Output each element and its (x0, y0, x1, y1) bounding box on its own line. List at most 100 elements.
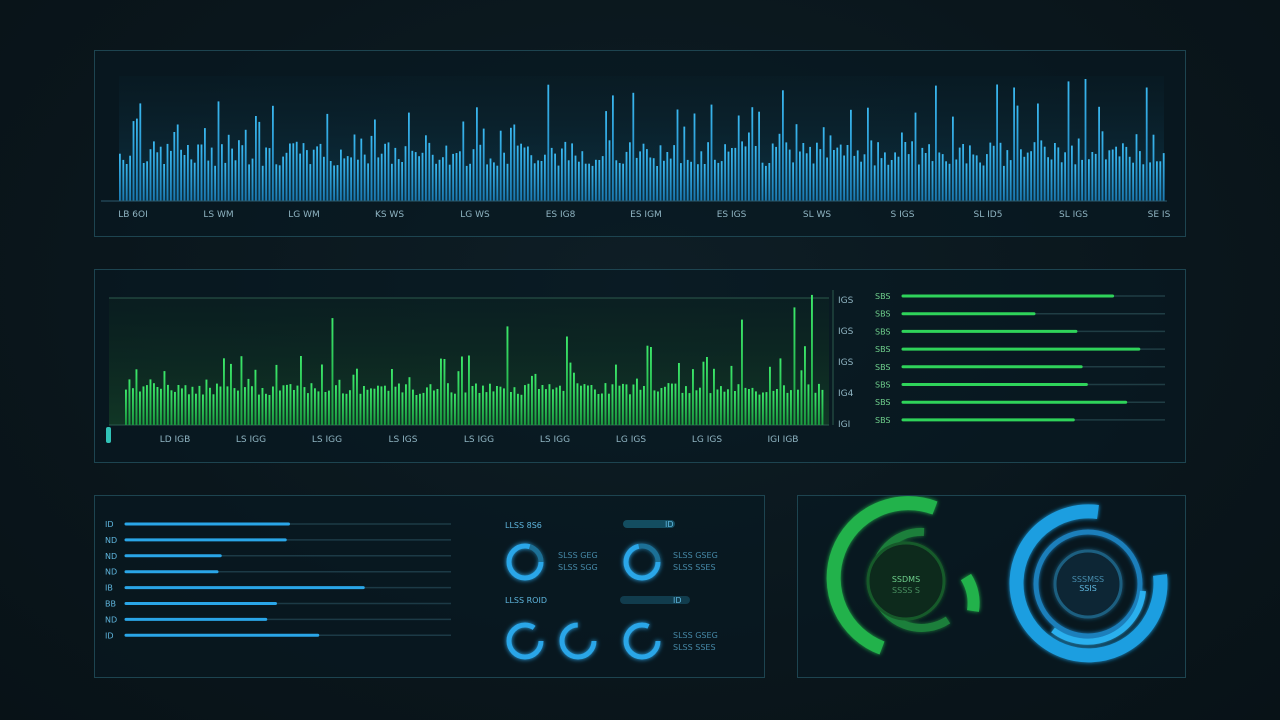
middle-signal-bar (541, 385, 544, 425)
top-spectrum-bar (142, 163, 145, 201)
top-spectrum-bar (863, 154, 866, 201)
middle-signal-bar (597, 394, 600, 425)
top-spectrum-bar (306, 150, 308, 201)
middle-signal-bar (538, 389, 540, 425)
top-spectrum-bar (309, 164, 312, 201)
middle-signal-bar (713, 368, 715, 425)
green-gauge-side-arc (960, 573, 980, 612)
middle-signal-bar (223, 358, 225, 425)
top-spectrum-bar (401, 162, 403, 201)
top-spectrum-bar (700, 151, 703, 201)
middle-signal-bar (482, 385, 484, 425)
middle-x-label: LS IGG (236, 435, 266, 445)
top-spectrum-bar (1149, 162, 1151, 201)
bottom-right-gauges-panel: SSDMS SSSS S SSSMSS SSIS (797, 495, 1186, 678)
top-spectrum-bar (129, 155, 131, 201)
top-spectrum-bar (1135, 134, 1138, 201)
top-spectrum-bar (945, 161, 947, 201)
top-spectrum-bar (377, 157, 380, 201)
bottom-left-graphics: ID ND ND ND IB BB ND ID LLSS 8S6 ID LLSS ROID I… (105, 520, 718, 660)
top-spectrum-bar (724, 144, 726, 201)
top-spectrum-bar (758, 111, 760, 201)
top-spectrum-bar (853, 155, 856, 201)
middle-signal-bar (503, 388, 505, 425)
middle-bar-chart: LD IGB LS IGG LS IGG LS IGS LS IGG LS IGG LG I… (106, 290, 1165, 445)
top-spectrum-bar (221, 144, 223, 201)
top-spectrum-bar (340, 149, 342, 201)
top-spectrum-bar (761, 162, 764, 201)
stats-row-1: SLSS GEG (558, 551, 598, 560)
middle-signal-bar (702, 361, 705, 425)
bottom-left-hbar-label: ND (105, 536, 117, 545)
top-spectrum-bar (669, 158, 672, 201)
middle-signal-bar (513, 387, 516, 425)
top-spectrum-bar (132, 121, 135, 201)
top-spectrum-bar (890, 160, 893, 201)
top-x-label: SE IS (1148, 210, 1171, 220)
top-spectrum-bar (1020, 149, 1022, 201)
middle-signal-bar (653, 390, 656, 425)
middle-signal-bar (506, 326, 509, 425)
middle-signal-bar (226, 386, 229, 425)
top-spectrum-bar (224, 162, 227, 201)
top-spectrum-bar (686, 159, 689, 201)
top-spectrum-bar (1030, 151, 1032, 201)
top-spectrum-bar (935, 85, 937, 201)
middle-signal-bar (324, 392, 327, 425)
middle-signal-bar (678, 363, 680, 425)
middle-signal-bar (135, 369, 138, 425)
top-spectrum-bar (574, 155, 577, 201)
middle-signal-bar (478, 393, 481, 425)
middle-signal-bar (559, 385, 561, 425)
top-spectrum-bar (136, 118, 138, 201)
middle-signal-bar (723, 391, 726, 425)
middle-signal-bar (734, 391, 736, 425)
middle-x-label: LD IGB (160, 435, 191, 445)
top-spectrum-bar (754, 146, 757, 201)
top-spectrum-bar (768, 163, 771, 201)
top-spectrum-bar (1077, 138, 1080, 201)
middle-signal-bar (755, 391, 757, 425)
middle-signal-bar (216, 383, 218, 425)
middle-signal-bar (289, 384, 292, 425)
top-spectrum-bar (618, 163, 621, 201)
bottom-left-hbar-label: ID (105, 520, 114, 529)
top-x-label: LB 6OI (118, 210, 148, 220)
top-spectrum-bar (442, 157, 444, 201)
middle-signal-bar (398, 383, 400, 425)
middle-signal-bar (156, 387, 159, 425)
top-spectrum-bar (1057, 147, 1060, 201)
middle-signal-bar (821, 389, 824, 425)
middle-signal-bar (492, 391, 495, 425)
stats-pill-2-label: ID (673, 596, 682, 605)
top-spectrum-bar (520, 143, 522, 201)
top-spectrum-bar (193, 162, 196, 201)
middle-signal-bar (328, 390, 330, 425)
middle-signal-bar (814, 392, 817, 425)
middle-signal-bar (251, 386, 253, 425)
top-spectrum-bar (1159, 161, 1162, 201)
stats-pill-1 (623, 520, 675, 528)
top-spectrum-bar (795, 124, 798, 201)
middle-signal-bar (279, 390, 281, 425)
top-bar-chart: LB 6OI LS WM LG WM KS WS LG WS ES IG8 ES IGM ES… (101, 76, 1171, 220)
middle-signal-bar (583, 384, 586, 425)
top-spectrum-bar (1013, 87, 1015, 201)
top-spectrum-bar (527, 146, 529, 201)
top-spectrum-bar (146, 161, 148, 201)
green-gauge-label: SSDMS (892, 575, 920, 584)
top-spectrum-bar (748, 132, 750, 201)
middle-signal-bar (233, 388, 236, 425)
blue-gauge-outer-arc (1009, 504, 1168, 663)
middle-signal-bar (132, 388, 134, 425)
top-spectrum-bar (975, 155, 978, 201)
top-spectrum-bar (622, 163, 624, 201)
top-spectrum-bar (822, 127, 825, 201)
top-x-label: LS WM (203, 210, 233, 220)
middle-signal-bar (569, 362, 572, 425)
top-spectrum-bar (969, 145, 971, 201)
top-spectrum-bar (448, 164, 451, 201)
middle-signal-bar (748, 389, 750, 425)
top-spectrum-bar (149, 149, 152, 201)
top-spectrum-bar (431, 154, 434, 201)
